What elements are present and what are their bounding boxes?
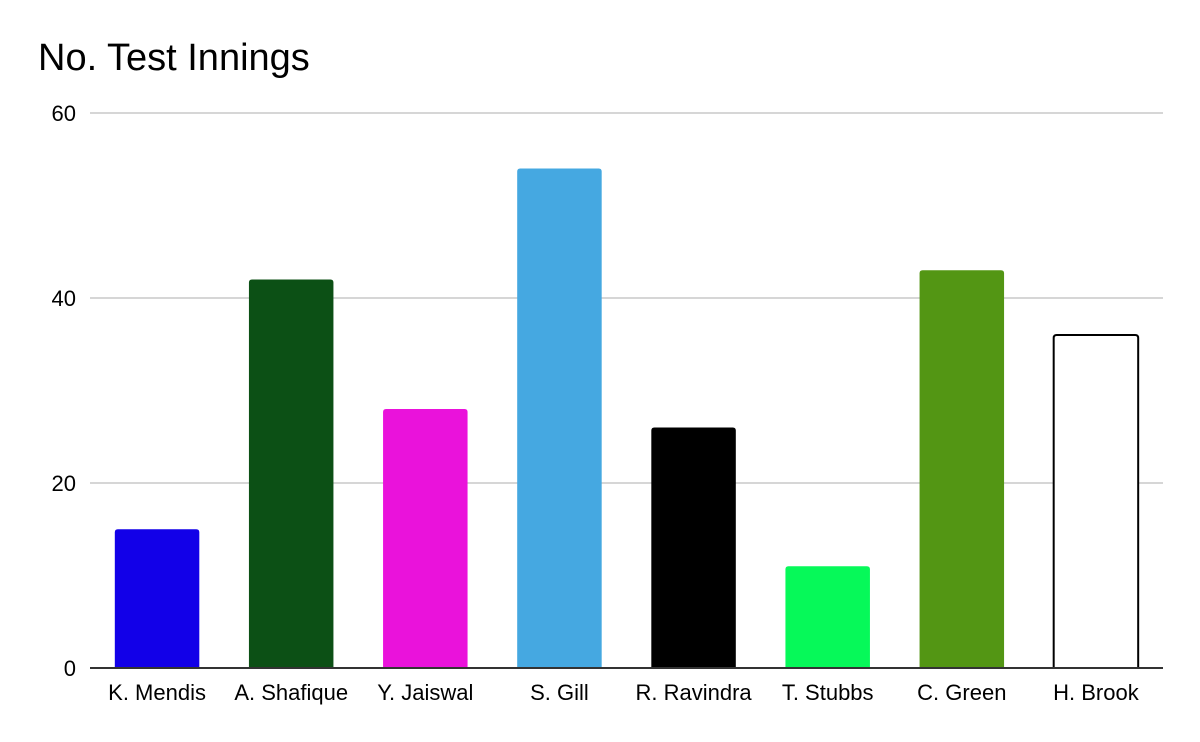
x-axis-labels: K. Mendis A. Shafique Y. Jaiswal S. Gill R. … bbox=[108, 680, 1140, 705]
bar-y-jaiswal bbox=[383, 409, 468, 668]
bar-c-green bbox=[919, 270, 1005, 668]
bar-h-brook bbox=[1052, 334, 1140, 669]
y-tick-label: 20 bbox=[52, 471, 76, 496]
y-tick-label: 60 bbox=[52, 101, 76, 126]
y-axis-ticks: 0 20 40 60 bbox=[52, 101, 76, 681]
bar-a-shafique bbox=[248, 279, 334, 668]
bar-s-gill bbox=[517, 168, 602, 668]
bars bbox=[114, 168, 1140, 669]
x-tick-label: Y. Jaiswal bbox=[377, 680, 473, 705]
x-tick-label: H. Brook bbox=[1053, 680, 1140, 705]
y-tick-label: 40 bbox=[52, 286, 76, 311]
bar-t-stubbs bbox=[785, 566, 870, 668]
x-tick-label: A. Shafique bbox=[234, 680, 348, 705]
x-tick-label: S. Gill bbox=[530, 680, 589, 705]
x-tick-label: C. Green bbox=[917, 680, 1006, 705]
chart-title: No. Test Innings bbox=[38, 37, 310, 79]
x-tick-label: R. Ravindra bbox=[635, 680, 752, 705]
x-tick-label: K. Mendis bbox=[108, 680, 206, 705]
bar-k-mendis bbox=[114, 529, 200, 668]
x-tick-label: T. Stubbs bbox=[782, 680, 874, 705]
bar-r-ravindra bbox=[651, 427, 736, 668]
y-tick-label: 0 bbox=[64, 656, 76, 681]
